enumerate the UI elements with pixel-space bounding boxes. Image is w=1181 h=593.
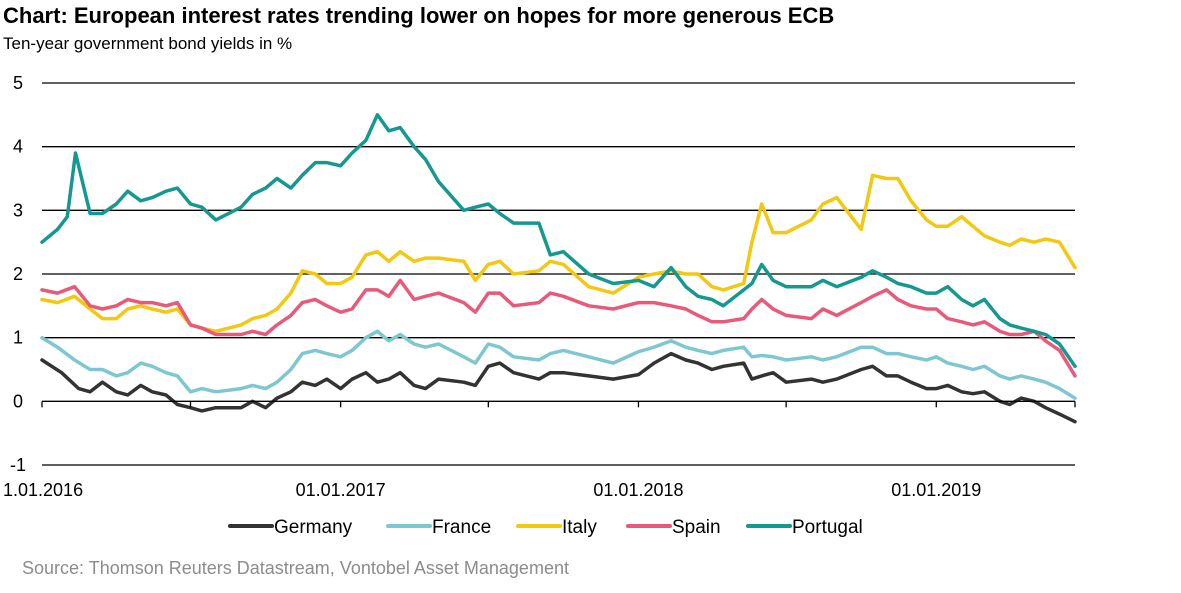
series-line-portugal [40, 113, 1077, 369]
gridlines [42, 82, 1075, 466]
series-line-germany [40, 351, 1077, 424]
y-tick-label: 1 [13, 328, 23, 348]
y-tick-label: 4 [13, 137, 23, 157]
series-line-spain [40, 278, 1077, 378]
legend-label-portugal: Portugal [792, 517, 863, 538]
series-line-france [40, 329, 1077, 400]
x-axis [41, 400, 1076, 408]
x-tick-label: 01.01.2017 [296, 480, 386, 500]
x-tick-label: 01.01.2019 [891, 480, 981, 500]
legend: Germany France Italy Spain Portugal [228, 517, 863, 538]
y-tick-label: 5 [13, 73, 23, 93]
legend-label-france: France [432, 517, 491, 538]
y-tick-label: 2 [13, 264, 23, 284]
source-note: Source: Thomson Reuters Datastream, Vont… [22, 558, 569, 578]
chart-title: Chart: European interest rates trending … [3, 3, 835, 28]
series-lines [40, 113, 1077, 424]
chart-subtitle: Ten-year government bond yields in % [3, 34, 293, 53]
legend-label-italy: Italy [562, 517, 597, 538]
x-tick-labels: 1.01.2016 01.01.2017 01.01.2018 01.01.2019 [3, 480, 981, 500]
y-tick-label: 3 [13, 200, 23, 220]
y-tick-label: -1 [10, 455, 26, 475]
x-tick-label: 1.01.2016 [3, 480, 83, 500]
legend-label-germany: Germany [274, 517, 353, 538]
legend-label-spain: Spain [672, 517, 721, 538]
y-tick-label: 0 [13, 391, 23, 411]
x-tick-label: 01.01.2018 [593, 480, 683, 500]
y-tick-labels: -1 0 1 2 3 4 5 [10, 73, 26, 475]
